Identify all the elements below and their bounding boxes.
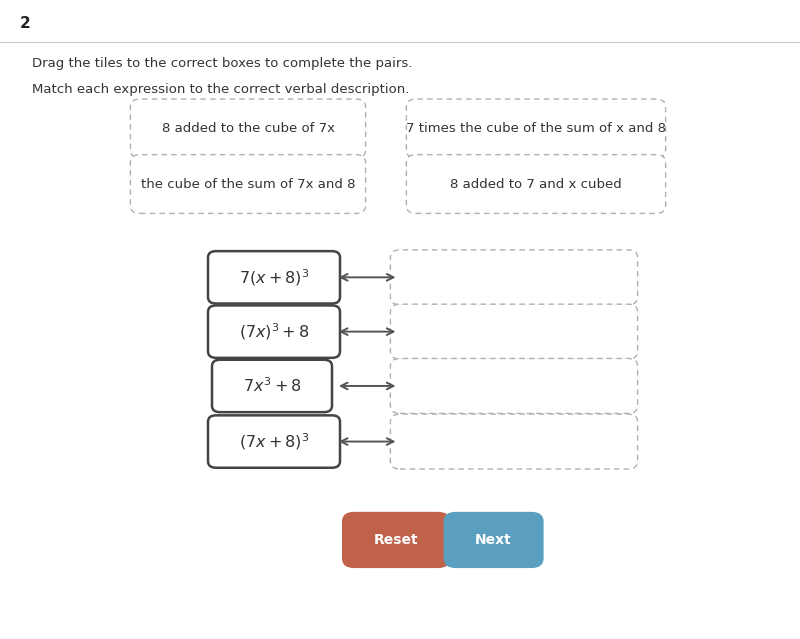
FancyBboxPatch shape — [212, 360, 332, 412]
FancyBboxPatch shape — [390, 250, 638, 305]
FancyBboxPatch shape — [342, 512, 450, 568]
FancyBboxPatch shape — [390, 304, 638, 359]
Text: $7(x + 8)^3$: $7(x + 8)^3$ — [239, 267, 309, 288]
FancyBboxPatch shape — [208, 251, 340, 304]
Text: Drag the tiles to the correct boxes to complete the pairs.: Drag the tiles to the correct boxes to c… — [32, 58, 412, 70]
FancyBboxPatch shape — [443, 512, 544, 568]
Text: 8 added to the cube of 7x: 8 added to the cube of 7x — [162, 122, 334, 135]
Text: 8 added to 7 and x cubed: 8 added to 7 and x cubed — [450, 178, 622, 190]
Text: Match each expression to the correct verbal description.: Match each expression to the correct ver… — [32, 83, 410, 96]
FancyBboxPatch shape — [390, 414, 638, 469]
FancyBboxPatch shape — [406, 155, 666, 213]
Text: Reset: Reset — [374, 533, 418, 547]
FancyBboxPatch shape — [406, 99, 666, 158]
Text: $(7x + 8)^3$: $(7x + 8)^3$ — [239, 431, 309, 452]
FancyBboxPatch shape — [390, 358, 638, 413]
Text: $7x^3 + 8$: $7x^3 + 8$ — [242, 376, 302, 396]
FancyBboxPatch shape — [208, 305, 340, 358]
Text: the cube of the sum of 7x and 8: the cube of the sum of 7x and 8 — [141, 178, 355, 190]
Text: 2: 2 — [20, 16, 30, 31]
Text: $(7x)^3 + 8$: $(7x)^3 + 8$ — [238, 321, 310, 342]
FancyBboxPatch shape — [130, 99, 366, 158]
FancyBboxPatch shape — [130, 155, 366, 213]
FancyBboxPatch shape — [208, 415, 340, 468]
Text: 7 times the cube of the sum of x and 8: 7 times the cube of the sum of x and 8 — [406, 122, 666, 135]
Text: Next: Next — [475, 533, 512, 547]
